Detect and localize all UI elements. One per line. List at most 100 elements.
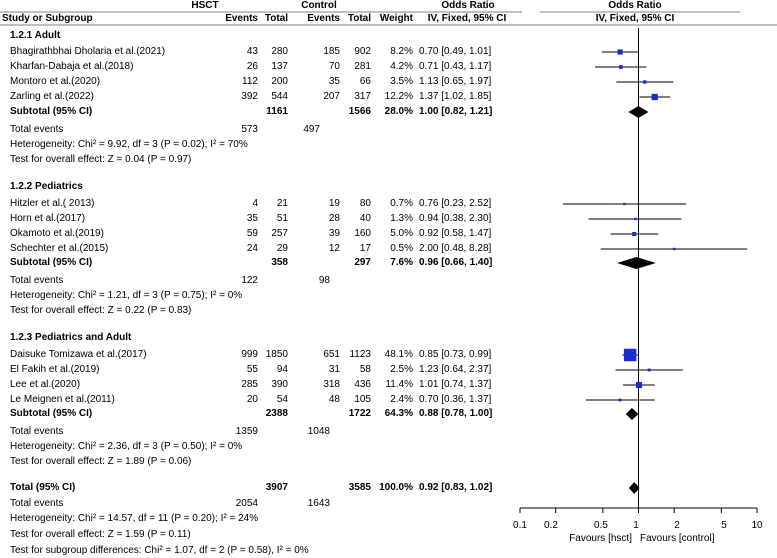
- study-ci: 2.00 [0.48, 8.28]: [419, 243, 492, 254]
- total1-header: Total: [264, 13, 288, 24]
- study-total2: 17: [359, 243, 371, 254]
- study-marker: [647, 368, 651, 372]
- study-ci: 0.92 [0.58, 1.47]: [419, 228, 492, 239]
- study-weight: 0.5%: [390, 243, 413, 254]
- study-weight: 4.2%: [390, 61, 413, 72]
- subtotal-ci: 0.96 [0.66, 1.40]: [419, 257, 493, 268]
- subtotal-label: Subtotal (95% CI): [10, 257, 93, 268]
- total-events2: 1048: [307, 426, 330, 437]
- subtotal-total1: 358: [271, 257, 288, 268]
- study-total2: 80: [359, 198, 371, 209]
- study-weight: 11.4%: [385, 379, 413, 390]
- study-ci: 1.01 [0.74, 1.37]: [419, 379, 492, 390]
- study-name: Horn et al.(2017): [10, 213, 86, 224]
- heterogeneity-text: Heterogeneity: Chi² = 2.36, df = 3 (P = …: [10, 441, 243, 452]
- overall-effect-text: Test for overall effect: Z = 0.04 (P = 0…: [10, 154, 192, 165]
- plot-title: Odds Ratio: [608, 0, 662, 11]
- study-weight: 12.2%: [384, 91, 413, 102]
- study-total2: 58: [359, 364, 371, 375]
- study-ci: 0.70 [0.36, 1.37]: [419, 394, 492, 405]
- total-diamond: [628, 482, 640, 494]
- subtotal-total2: 1722: [348, 408, 371, 419]
- study-events2: 185: [323, 46, 340, 57]
- subtotal-label: Subtotal (95% CI): [10, 106, 93, 117]
- study-events2: 28: [328, 213, 340, 224]
- study-name: Lee et al.(2020): [10, 379, 81, 390]
- study-total1: 1850: [265, 349, 288, 360]
- subtotal-diamond: [628, 106, 649, 118]
- study-name: Schechter et al.(2015): [10, 243, 109, 254]
- study-ci: 1.37 [1.02, 1.85]: [419, 91, 492, 102]
- favours-right-label: Favours [control]: [640, 533, 715, 544]
- x-tick-label: 10: [751, 520, 763, 531]
- total-events-label: Total events: [10, 498, 64, 509]
- study-name: Le Meignen et al.(2011): [10, 394, 115, 405]
- study-events1: 112: [242, 76, 258, 87]
- study-weight: 2.5%: [390, 364, 413, 375]
- events1-header: Events: [225, 13, 258, 24]
- study-weight: 8.2%: [390, 46, 413, 57]
- study-marker: [632, 231, 637, 237]
- study-events2: 19: [328, 198, 340, 209]
- study-total2: 105: [354, 394, 371, 405]
- study-marker: [617, 49, 623, 55]
- subtotal-total1: 2388: [265, 408, 288, 419]
- study-total1: 390: [271, 379, 288, 390]
- overall-effect-text: Test for overall effect: Z = 0.22 (P = 0…: [10, 305, 192, 316]
- study-name: Bhagirathbhai Dholaria et al.(2021): [10, 46, 166, 57]
- or-method-header: IV, Fixed, 95% CI: [427, 13, 507, 24]
- study-total2: 160: [354, 228, 371, 239]
- subgroup-differences-text: Test for subgroup differences: Chi² = 1.…: [10, 545, 309, 556]
- study-total2: 436: [354, 379, 371, 390]
- grand-total-weight: 100.0%: [379, 482, 413, 493]
- study-weight: 2.4%: [390, 394, 413, 405]
- study-total2: 66: [359, 76, 371, 87]
- total2-header: Total: [347, 13, 371, 24]
- study-events2: 12: [328, 243, 340, 254]
- study-marker: [623, 202, 626, 206]
- study-name: Montoro et al.(2020): [10, 76, 101, 87]
- study-weight: 5.0%: [390, 228, 413, 239]
- study-events1: 35: [246, 213, 258, 224]
- x-tick-label: 5: [721, 520, 727, 531]
- study-marker: [618, 398, 622, 402]
- study-events1: 59: [246, 228, 258, 239]
- total-events-label: Total events: [10, 426, 64, 437]
- study-marker: [672, 247, 676, 251]
- study-events1: 20: [246, 394, 258, 405]
- study-ci: 1.13 [0.65, 1.97]: [419, 76, 492, 87]
- heterogeneity-text: Heterogeneity: Chi² = 14.57, df = 11 (P …: [10, 513, 259, 524]
- study-events2: 207: [323, 91, 340, 102]
- or-col-title: Odds Ratio: [441, 0, 495, 11]
- study-total1: 94: [276, 364, 288, 375]
- study-events1: 285: [241, 379, 258, 390]
- study-ci: 0.71 [0.43, 1.17]: [419, 61, 492, 72]
- study-weight: 3.5%: [390, 76, 413, 87]
- study-total2: 40: [359, 213, 371, 224]
- study-total1: 137: [271, 61, 288, 72]
- study-events1: 392: [241, 91, 258, 102]
- study-ci: 0.76 [0.23, 2.52]: [419, 198, 492, 209]
- study-total1: 29: [276, 243, 288, 254]
- study-col-header: Study or Subgroup: [2, 13, 93, 24]
- study-marker: [623, 348, 637, 362]
- study-total1: 280: [271, 46, 288, 57]
- study-marker: [619, 65, 623, 69]
- study-total1: 544: [271, 91, 288, 102]
- study-marker: [635, 381, 643, 389]
- study-events2: 48: [328, 394, 340, 405]
- study-events2: 651: [323, 349, 340, 360]
- study-events1: 43: [246, 46, 258, 57]
- study-name: El Fakih et al.(2019): [10, 364, 100, 375]
- study-ci: 0.85 [0.73, 0.99]: [419, 349, 492, 360]
- x-tick-label: 2: [674, 520, 680, 531]
- subtotal-weight: 64.3%: [384, 408, 413, 419]
- study-total1: 200: [271, 76, 288, 87]
- group2-header: Control: [301, 0, 337, 11]
- group1-header: HSCT: [191, 0, 219, 11]
- study-name: Daisuke Tomizawa et al.(2017): [10, 349, 147, 360]
- total-events1: 1359: [235, 426, 258, 437]
- subtotal-weight: 7.6%: [390, 257, 413, 268]
- study-events1: 4: [252, 198, 258, 209]
